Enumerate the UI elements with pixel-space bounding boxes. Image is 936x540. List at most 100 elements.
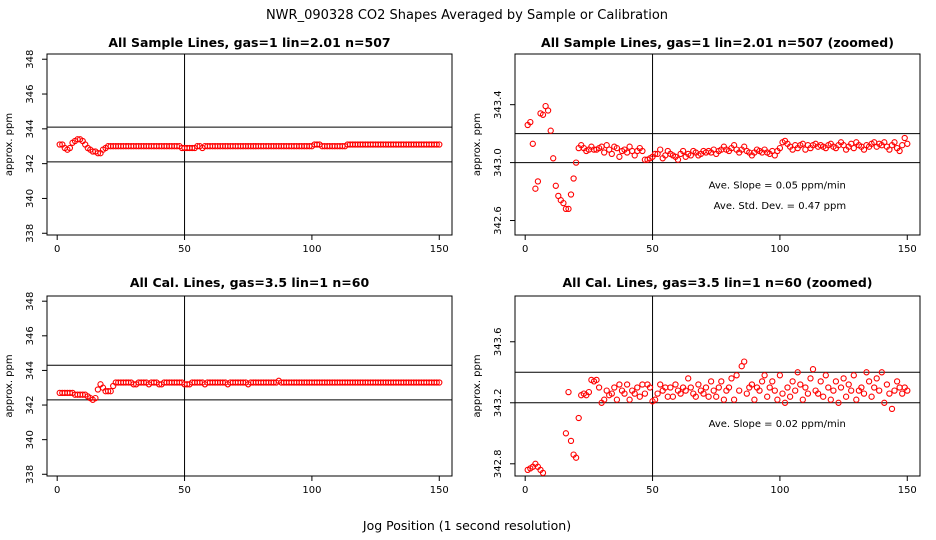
data-point xyxy=(527,118,534,126)
y-tick-label: 338 xyxy=(25,465,36,484)
data-point xyxy=(835,399,842,406)
data-point xyxy=(733,372,740,379)
data-point xyxy=(677,390,684,397)
annotation: Ave. Slope = 0.02 ppm/min xyxy=(709,419,846,430)
data-point xyxy=(881,139,888,146)
y-tick-label: 343.2 xyxy=(493,388,504,417)
data-point xyxy=(550,155,557,162)
data-point xyxy=(804,390,812,397)
data-point xyxy=(871,384,878,391)
data-point xyxy=(809,366,817,373)
data-point xyxy=(603,387,610,394)
data-point xyxy=(718,378,725,385)
x-tick-label: 150 xyxy=(898,485,917,496)
y-tick-label: 346 xyxy=(25,326,36,345)
data-point xyxy=(436,379,443,386)
data-point xyxy=(692,393,699,400)
data-point xyxy=(784,384,791,391)
data-point xyxy=(560,199,567,207)
data-point xyxy=(664,393,671,400)
data-point xyxy=(868,393,875,400)
data-point xyxy=(904,140,911,147)
data-point xyxy=(850,144,857,152)
data-point xyxy=(613,396,621,403)
y-tick-label: 342 xyxy=(25,154,36,173)
data-point xyxy=(687,384,694,391)
panel-title: All Sample Lines, gas=1 lin=2.01 n=507 xyxy=(108,35,390,50)
x-tick-label: 150 xyxy=(430,485,449,496)
data-point xyxy=(572,159,580,166)
y-tick-label: 342.8 xyxy=(493,449,504,478)
data-point xyxy=(873,375,880,382)
data-point xyxy=(761,372,768,379)
data-point xyxy=(601,396,608,403)
data-point xyxy=(774,396,781,403)
data-point xyxy=(544,107,552,114)
panel-title: All Cal. Lines, gas=3.5 lin=1 n=60 (zoom… xyxy=(563,275,873,290)
x-tick-label: 0 xyxy=(522,244,528,255)
annotation: Ave. Slope = 0.05 ppm/min xyxy=(709,181,846,192)
data-point xyxy=(822,372,829,379)
data-point xyxy=(695,381,702,388)
data-point xyxy=(713,393,720,400)
x-tick-label: 0 xyxy=(54,485,60,496)
y-tick-label: 338 xyxy=(25,224,36,243)
data-point xyxy=(883,381,891,388)
data-point xyxy=(878,369,885,376)
data-point xyxy=(858,384,865,391)
plot-frame xyxy=(46,295,453,477)
data-point xyxy=(893,378,901,385)
data-point xyxy=(837,384,845,391)
figure-title: NWR_090328 CO2 Shapes Averaged by Sample… xyxy=(266,8,668,23)
data-point xyxy=(667,384,674,391)
data-point xyxy=(608,150,615,158)
data-point xyxy=(672,381,679,388)
data-point xyxy=(725,384,733,391)
data-point xyxy=(639,147,646,155)
data-point xyxy=(896,147,903,155)
data-point xyxy=(799,396,806,403)
data-point xyxy=(848,387,855,394)
data-point xyxy=(608,390,615,397)
data-point xyxy=(575,414,582,422)
data-point xyxy=(896,384,903,391)
data-point xyxy=(623,381,631,388)
data-point xyxy=(728,375,735,382)
data-point xyxy=(634,384,641,391)
data-point xyxy=(771,152,778,159)
data-point xyxy=(776,144,784,152)
x-tick-label: 100 xyxy=(770,485,789,496)
y-tick-label: 342 xyxy=(25,395,36,414)
y-tick-label: 343.4 xyxy=(493,90,504,119)
data-point xyxy=(881,399,888,406)
data-point xyxy=(539,469,547,477)
data-point xyxy=(710,387,717,394)
data-point xyxy=(613,144,621,152)
data-point xyxy=(433,379,440,386)
plot-frame xyxy=(514,295,921,477)
data-point xyxy=(786,393,794,400)
data-point xyxy=(743,390,750,397)
y-tick-label: 343.0 xyxy=(493,148,504,177)
panel-sample-lines-zoomed: All Sample Lines, gas=1 lin=2.01 n=507 (… xyxy=(472,35,921,255)
data-point xyxy=(94,386,102,393)
data-point xyxy=(94,150,102,157)
data-point xyxy=(794,369,801,376)
data-point xyxy=(766,384,773,391)
x-tick-label: 100 xyxy=(302,244,321,255)
data-point xyxy=(611,384,618,391)
data-point xyxy=(771,387,778,394)
data-point xyxy=(827,396,834,403)
data-point xyxy=(636,393,643,400)
data-point xyxy=(842,393,850,400)
data-point xyxy=(845,381,852,388)
data-point xyxy=(789,378,796,385)
data-point xyxy=(807,375,814,382)
data-point xyxy=(657,381,664,388)
data-point xyxy=(669,393,677,400)
data-point xyxy=(631,390,638,397)
data-point xyxy=(529,140,536,147)
data-point xyxy=(817,378,824,385)
data-point xyxy=(682,387,689,394)
y-tick-label: 342.6 xyxy=(493,206,504,235)
